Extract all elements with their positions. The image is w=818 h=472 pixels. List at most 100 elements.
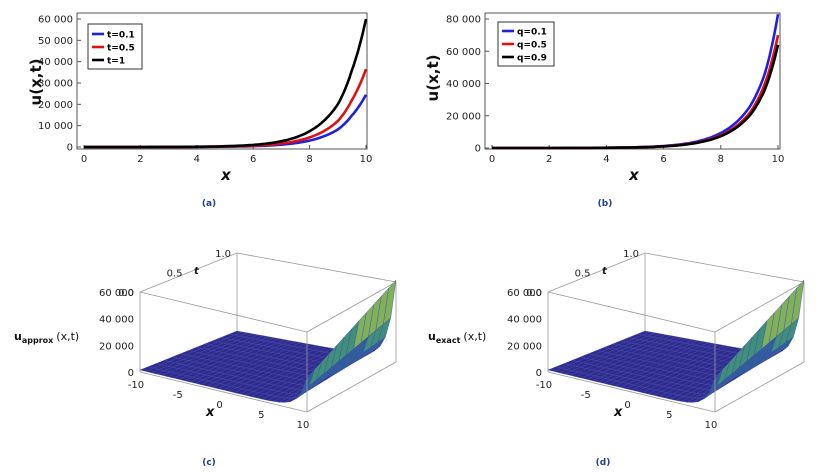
z-tick-label: 0: [128, 368, 134, 379]
surface-patch: [301, 369, 315, 393]
legend-label: q=0.1: [517, 28, 547, 38]
z-axis-label-sub: exact: [436, 336, 461, 345]
t-axis-label: t: [194, 266, 200, 277]
x-tick-label: 0: [216, 400, 222, 411]
x-axis-label: x: [205, 405, 215, 420]
ytick-label: 0: [67, 143, 73, 154]
series-line-q-0-9: [492, 44, 780, 150]
z-tick-label: 40 000: [507, 315, 542, 326]
axes-b: 0 2 4 6 8 10 0 20 000 40 000 60 000 80 000: [446, 15, 784, 166]
legend-label: q=0.5: [517, 41, 547, 51]
z-tick-label: 20 000: [99, 341, 134, 352]
box-edge: [139, 252, 238, 293]
z-tick-label: 0: [536, 368, 542, 379]
xtick-label: 2: [137, 154, 143, 165]
box-edge: [139, 291, 308, 333]
legend-a: t=0.1 t=0.5 t=1: [87, 23, 143, 70]
z-tick-label: 40 000: [99, 315, 134, 326]
z-axis-label-main: u: [14, 330, 22, 343]
x-tick-label: -5: [581, 390, 591, 401]
caption: (d): [596, 458, 611, 468]
z-tick-label: 20 000: [507, 341, 542, 352]
ylabel-a: u(x,t): [27, 59, 45, 106]
caption: (c): [202, 458, 216, 468]
surface-patch: [709, 369, 723, 393]
t-tick-label: 0.5: [167, 269, 183, 280]
xtick-label: 0: [81, 154, 87, 165]
box-edge: [236, 252, 397, 283]
legend-label: q=0.9: [517, 54, 547, 64]
x-tick-label: 10: [705, 420, 718, 431]
z-axis-label-args: (x,t): [463, 330, 486, 343]
xtick-label: 2: [546, 154, 552, 165]
box-edge: [306, 281, 397, 333]
ytick-label: 40 000: [446, 79, 481, 90]
series-line-t-1: [84, 18, 368, 149]
axes-a: 0 2 4 6 8 10 0 10 000 20 000 30 000 40 000 50 000 60…: [38, 15, 372, 166]
z-tick-label: 60 000: [507, 288, 542, 299]
xtick-label: 6: [660, 154, 666, 165]
legend-label: t=1: [107, 57, 125, 67]
x-tick-label: 5: [258, 410, 264, 421]
caption-b: (b): [598, 199, 613, 209]
xtick-label: 4: [603, 154, 609, 165]
t-tick-label: 1.0: [215, 249, 231, 260]
box-edge: [714, 361, 805, 413]
panel-d: -10 -5 0 5 10 0.0 0.5 1.0 0 20 000 40 000 60 000 t ue…: [428, 249, 805, 468]
ytick-label: 60 000: [446, 47, 481, 58]
xlabel-b: x: [628, 166, 640, 184]
x-tick-label: -5: [173, 390, 183, 401]
plot-frame-b: [484, 12, 781, 150]
plot-frame-a: [76, 12, 368, 150]
z-tick-label: 60 000: [99, 288, 134, 299]
xtick-label: 0: [489, 154, 495, 165]
xtick-label: 8: [306, 154, 312, 165]
panel-a: 0 2 4 6 8 10 0 10 000 20 000 30 000 40 000 50 000 60…: [27, 12, 372, 209]
ytick-label: 30 000: [38, 79, 73, 90]
xtick-label: 10: [772, 154, 785, 165]
caption-a: (a): [202, 199, 216, 209]
xtick-label: 10: [360, 154, 373, 165]
xlabel-a: x: [220, 166, 232, 184]
z-axis-label: uexact (x,t): [428, 330, 486, 345]
legend-b: q=0.1 q=0.5 q=0.9: [497, 21, 555, 67]
ytick-label: 0: [475, 144, 481, 155]
box-edge: [714, 281, 805, 333]
ylabel-b: u(x,t): [424, 55, 442, 102]
series-b: [492, 13, 780, 150]
ytick-label: 20 000: [446, 111, 481, 122]
legend-box-a: [87, 23, 143, 70]
z-axis-label: uapprox (x,t): [14, 330, 79, 345]
legend-label: t=0.5: [107, 44, 135, 54]
t-tick-label: 0.0: [118, 288, 134, 299]
ytick-label: 60 000: [38, 15, 73, 26]
box-edge: [547, 371, 716, 413]
ytick-label: 80 000: [446, 15, 481, 26]
xtick-label: 4: [194, 154, 200, 165]
x-tick-label: 0: [624, 400, 630, 411]
box-edge: [547, 252, 646, 293]
ytick-label: 40 000: [38, 57, 73, 68]
series-a: [84, 18, 368, 149]
z-axis-label-main: u: [428, 330, 436, 343]
box-edge: [139, 371, 308, 413]
box-edge: [306, 361, 397, 413]
z-axis-label-args: (x,t): [56, 330, 79, 343]
x-tick-label: 10: [297, 420, 310, 431]
t-axis-label: t: [602, 266, 608, 277]
legend-label: t=0.1: [107, 31, 135, 41]
t-tick-label: 0.5: [575, 269, 591, 280]
box-edge: [547, 291, 716, 333]
panel-c: -10 -5 0 5 10 0.0 0.5 1.0 0 20 000 40 000 60 000 t ua…: [14, 249, 397, 468]
t-tick-label: 0.0: [526, 288, 542, 299]
x-axis-label: x: [613, 405, 623, 420]
xtick-label: 6: [250, 154, 256, 165]
x-tick-label: 5: [666, 410, 672, 421]
ytick-label: 20 000: [38, 100, 73, 111]
x-tick-label: -10: [536, 380, 552, 391]
box-edge: [644, 252, 805, 283]
x-tick-label: -10: [128, 380, 144, 391]
ytick-label: 10 000: [38, 121, 73, 132]
z-axis-label-sub: approx: [22, 336, 54, 345]
